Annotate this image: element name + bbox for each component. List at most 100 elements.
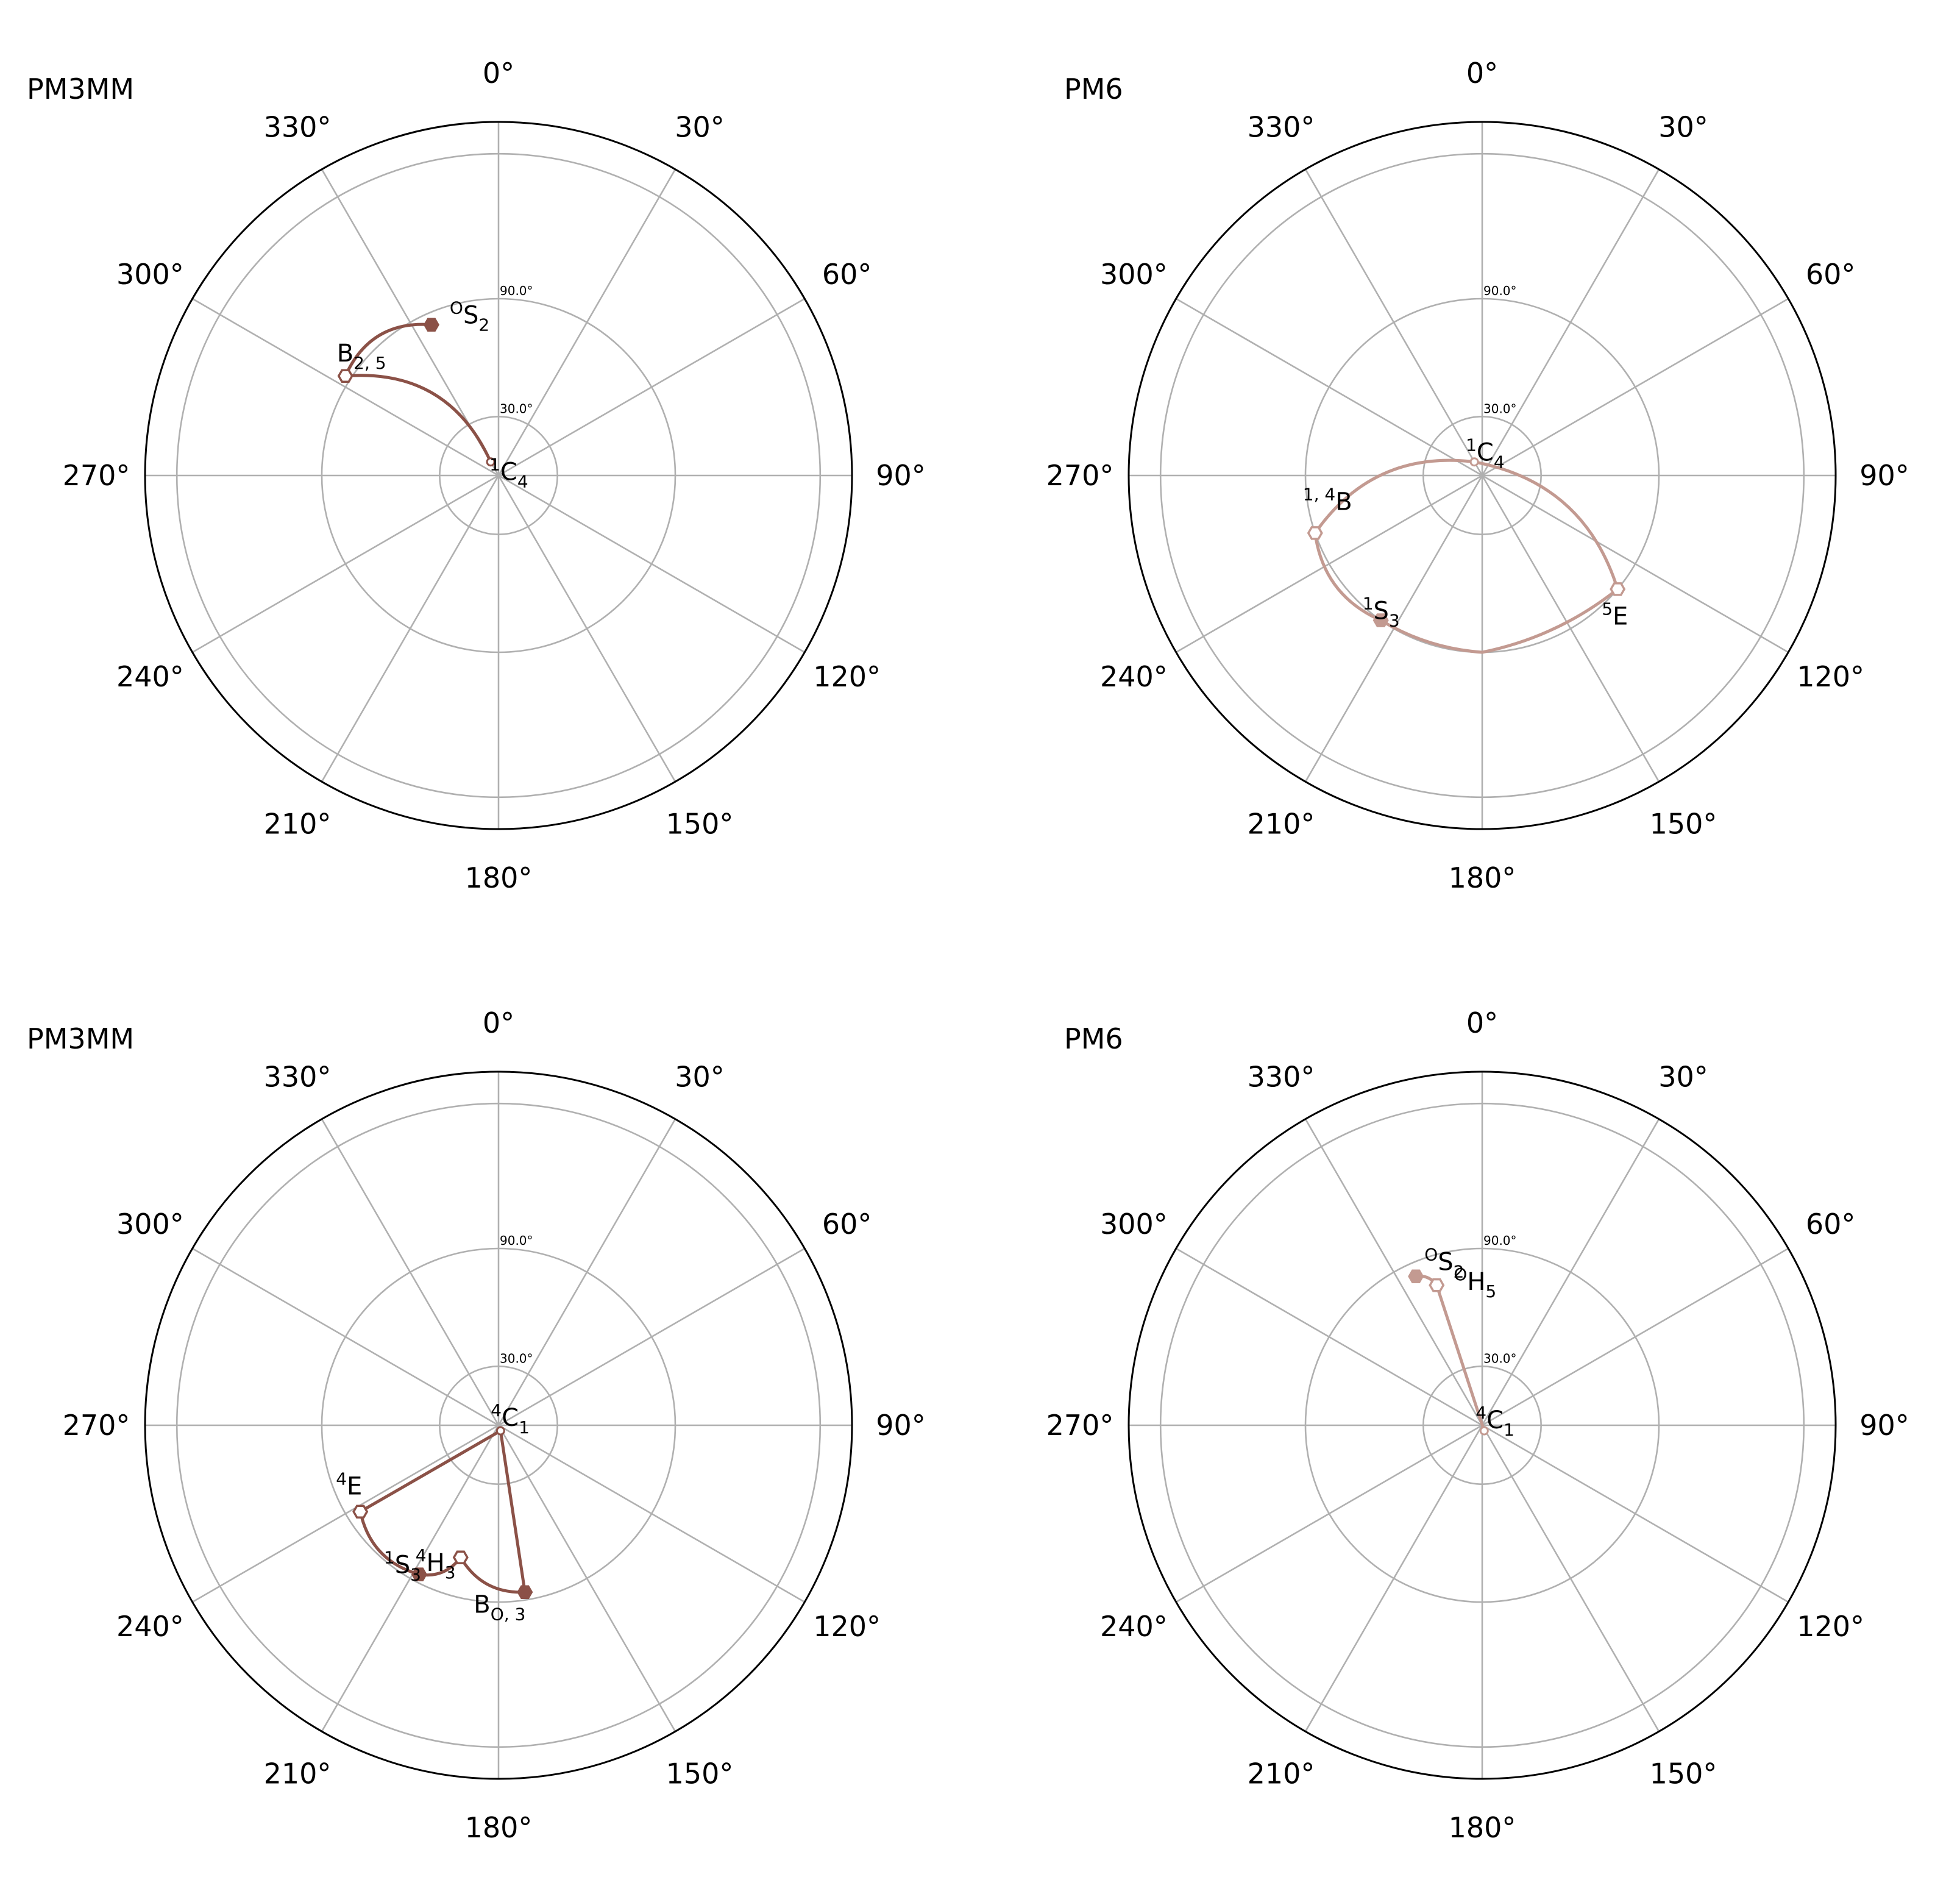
label-superscript: 1 xyxy=(1363,594,1374,614)
radial-tick-label: 30.0° xyxy=(1483,1351,1517,1366)
label-superscript: 1 xyxy=(489,455,500,475)
label-superscript: O xyxy=(1454,1264,1467,1284)
filled-marker xyxy=(411,1567,427,1581)
label-base: H xyxy=(427,1549,445,1577)
angle-tick-label: 330° xyxy=(1248,110,1315,143)
filled-marker xyxy=(517,1585,533,1599)
angle-tick-label: 300° xyxy=(116,258,184,291)
label-subscript: 2 xyxy=(1454,1262,1465,1282)
angle-tick-label: 330° xyxy=(1248,1060,1315,1093)
angle-tick-label: 240° xyxy=(116,660,184,693)
open-marker xyxy=(1610,582,1626,596)
radial-gridline xyxy=(1422,415,1543,535)
label-subscript: 4 xyxy=(517,472,528,492)
filled-marker xyxy=(1408,1269,1424,1283)
point-marker xyxy=(1469,457,1479,467)
filled-marker xyxy=(1372,613,1389,627)
filled-marker xyxy=(423,318,439,332)
angle-tick-label: 60° xyxy=(1806,258,1856,291)
angle-tick-label: 180° xyxy=(1449,861,1516,894)
angle-tick-label: 210° xyxy=(1248,1757,1315,1790)
angle-tick-label: 120° xyxy=(813,660,881,693)
angle-tick-label: 90° xyxy=(876,1409,926,1442)
conformer-label: BO, 3 xyxy=(474,1591,525,1625)
radial-gridline xyxy=(321,297,676,653)
radial-tick-label: 90.0° xyxy=(500,283,533,298)
angle-tick-label: 180° xyxy=(465,1811,533,1844)
label-subscript: 3 xyxy=(410,1565,421,1585)
radial-tick-label: 90.0° xyxy=(1483,1233,1517,1248)
polar-frame xyxy=(144,121,853,830)
angle-tick-label: 90° xyxy=(876,459,926,492)
radial-tick-label: 90.0° xyxy=(1483,283,1517,298)
label-superscript: 4 xyxy=(491,1400,502,1420)
pathway-segment xyxy=(459,1556,527,1594)
angle-tick-label: 150° xyxy=(666,808,734,841)
label-superscript: 1, 4 xyxy=(1303,484,1335,504)
angle-tick-label: 0° xyxy=(1466,1006,1498,1039)
angle-tick-label: 30° xyxy=(1658,110,1708,143)
label-subscript: 1 xyxy=(1504,1420,1514,1440)
pathway-segment xyxy=(1435,1283,1486,1433)
label-subscript: 2 xyxy=(478,315,489,335)
radial-tick-label: 30.0° xyxy=(1483,401,1517,416)
radial-gridline xyxy=(438,415,558,535)
conformer-label: 4E xyxy=(336,1469,362,1501)
conformer-label: 1S3 xyxy=(1363,594,1400,631)
open-marker xyxy=(337,369,353,383)
angle-tick-label: 60° xyxy=(822,1208,872,1241)
open-marker xyxy=(452,1550,469,1565)
angle-tick-label: 300° xyxy=(1100,1208,1168,1241)
angle-tick-label: 180° xyxy=(465,861,533,894)
angle-tick-label: 270° xyxy=(1046,1409,1114,1442)
angle-tick-label: 300° xyxy=(116,1208,184,1241)
angle-tick-label: 270° xyxy=(63,1409,130,1442)
conformer-label: OH5 xyxy=(1454,1264,1496,1302)
angle-tick-label: 180° xyxy=(1449,1811,1516,1844)
angle-tick-label: 120° xyxy=(813,1610,881,1643)
panel-title: PM6 xyxy=(1064,1022,1123,1055)
radial-gridline xyxy=(1159,152,1805,799)
pathway-segment xyxy=(344,374,492,464)
radial-gridline xyxy=(438,1366,558,1486)
radial-gridline xyxy=(176,152,822,799)
conformer-label: B2, 5 xyxy=(337,340,386,373)
angle-tick-label: 90° xyxy=(1859,1409,1909,1442)
conformer-label: 1S3 xyxy=(384,1548,421,1585)
label-subscript: 3 xyxy=(1389,611,1400,631)
label-subscript: 4 xyxy=(1494,452,1505,472)
conformer-label: OS2 xyxy=(1424,1245,1464,1282)
conformer-label: 1, 4B xyxy=(1303,484,1352,516)
conformer-label: 1C4 xyxy=(489,455,528,492)
conformer-label: OS2 xyxy=(450,298,489,335)
point-marker xyxy=(1479,1426,1489,1436)
angle-tick-label: 150° xyxy=(666,1757,734,1790)
angle-tick-label: 0° xyxy=(1466,57,1498,90)
radial-gridline xyxy=(321,1247,676,1603)
angle-tick-label: 210° xyxy=(264,1757,332,1790)
pathway-segment xyxy=(1313,531,1383,622)
open-marker xyxy=(1307,526,1323,540)
polar-frame xyxy=(144,1070,853,1780)
angle-tick-label: 210° xyxy=(1248,808,1315,841)
angle-tick-label: 240° xyxy=(1100,660,1168,693)
angle-tick-label: 270° xyxy=(1046,459,1114,492)
radial-gridline xyxy=(1304,1247,1660,1603)
angle-tick-label: 270° xyxy=(63,459,130,492)
label-base: B xyxy=(474,1591,490,1619)
pathway-segment xyxy=(499,1429,527,1594)
radial-tick-label: 30.0° xyxy=(500,1351,533,1366)
label-superscript: O xyxy=(450,298,463,318)
label-base: S xyxy=(1438,1248,1453,1277)
panel-title: PM6 xyxy=(1064,73,1123,105)
radial-gridline xyxy=(1422,1366,1543,1486)
point-marker xyxy=(495,1426,505,1436)
radial-tick-label: 90.0° xyxy=(500,1233,533,1248)
pathway-segment xyxy=(1379,619,1484,654)
label-base: B xyxy=(337,340,353,368)
pathway-segment xyxy=(1472,460,1619,591)
angle-tick-label: 330° xyxy=(264,110,332,143)
label-superscript: 5 xyxy=(1602,599,1613,619)
label-base: E xyxy=(1613,602,1628,630)
